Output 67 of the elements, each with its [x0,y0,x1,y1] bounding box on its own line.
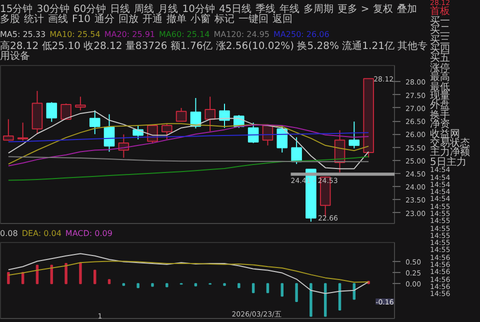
text: 45日线 [218,4,252,15]
text: 周线 [134,4,154,15]
text: 标记 [214,14,234,25]
candlestick [89,110,100,135]
text: MA20: 25.91 [104,30,156,39]
text: 多股 [0,14,20,25]
candlestick [276,125,288,154]
text: 最高 [430,72,451,84]
text: 最低 [430,82,451,93]
text: 5日主力 [430,156,468,168]
text: 回放 [118,14,138,25]
text: 涨停 [430,62,451,74]
candlestick [46,102,58,123]
text: 15分钟 [0,4,33,15]
candlestick [291,137,302,165]
text: 10分钟 [182,4,215,15]
text: 0.08 [0,229,18,238]
candlestick [248,122,259,144]
text: 小窗 [190,14,210,25]
text: MA10: 25.54 [50,30,100,39]
text: 月线 [158,4,178,15]
text: MACD: 0.09 [65,229,112,238]
text: 统计 [24,14,44,25]
candlestick [60,103,72,120]
text: 买二 [430,25,451,36]
candlestick [17,122,28,142]
text: 更多 > [338,4,370,15]
candlestick [161,123,172,140]
candlestick [132,124,144,140]
text: 买一 [430,16,451,27]
text: 返回 [272,14,292,25]
line-series [8,261,370,284]
candlestick [348,121,360,150]
line-series [8,254,370,294]
text: 30分钟 [36,4,70,15]
text: 买三 [430,34,451,46]
text: 季线 [256,4,276,15]
text: 通分 [94,14,114,25]
candlestick [204,96,216,132]
text: 首板 [430,6,451,18]
text: 净资 [430,119,450,130]
text: 买四 [430,44,451,55]
text: 多周期 [304,4,334,15]
text: 换手 [430,110,451,121]
chart-subtitle: 高28.12 低25.10 收28.12 量83726 额1.76亿 涨2.56(10.02%) 换5.28% 流通1.21亿 其他专用设备 [0,41,428,62]
candlestick [219,104,230,129]
candlestick [3,118,14,142]
text: MA60: 25.14 [159,30,210,39]
candlestick [176,108,187,122]
text: 日线 [110,4,130,15]
text: 撤单 [166,14,186,25]
text: DEA: 0.04 [22,229,62,238]
text: 复权 [373,4,394,15]
text: F10 [72,14,90,25]
text: 年线 [280,4,300,15]
text: 主力净额 [430,147,470,158]
text: 一键回 [238,14,268,25]
text: 开通 [142,14,162,25]
text: MA120: 24.95 [214,30,270,39]
candlestick [104,114,115,152]
text: 画线 [48,14,68,25]
candlestick [75,96,86,112]
text: MA250: 26.06 [274,30,330,39]
text: 交易状态 [430,138,470,149]
text: 叠加 [397,4,418,15]
text: 60分钟 [73,4,106,15]
text: MA5: 25.33 [0,30,46,39]
